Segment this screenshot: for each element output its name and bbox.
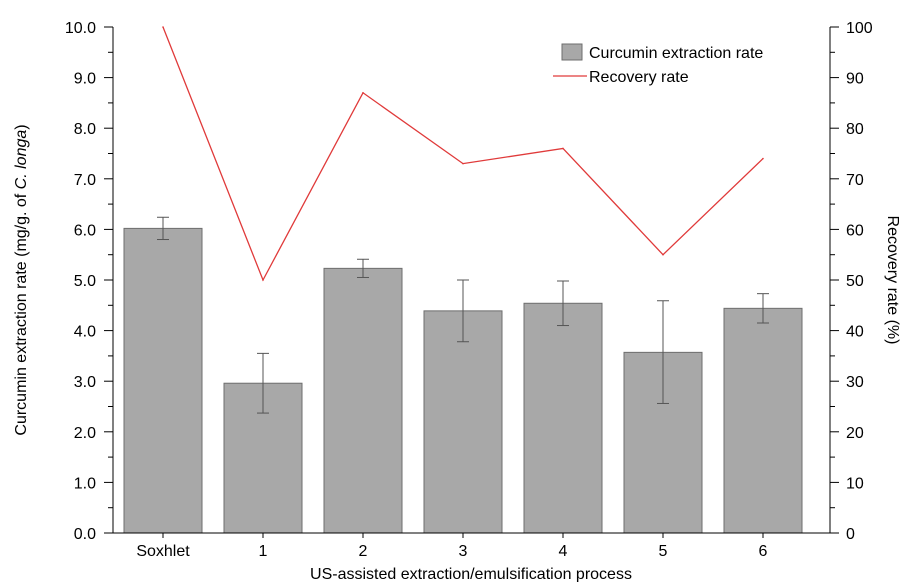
recovery-point-3 bbox=[462, 162, 464, 165]
y-axis-title-species: C. longa bbox=[13, 130, 30, 190]
bar-2 bbox=[323, 267, 403, 534]
x-tick-label-4: 4 bbox=[559, 543, 568, 560]
y-tick-label-8.0: 8.0 bbox=[74, 121, 96, 138]
y2-tick-label-70: 70 bbox=[846, 172, 864, 189]
x-tick-label-1: 1 bbox=[259, 543, 268, 560]
legend-label-recovery: Recovery rate bbox=[589, 69, 689, 86]
y2-tick-label-100: 100 bbox=[846, 20, 873, 37]
y-tick-label-3.0: 3.0 bbox=[74, 374, 96, 391]
bar-Soxhlet bbox=[123, 227, 203, 534]
x-tick-label-2: 2 bbox=[359, 543, 368, 560]
error-bars-layer bbox=[157, 216, 769, 414]
y2-tick-label-20: 20 bbox=[846, 425, 864, 442]
y2-tick-label-50: 50 bbox=[846, 273, 864, 290]
y2-tick-label-80: 80 bbox=[846, 121, 864, 138]
y-tick-label-10.0: 10.0 bbox=[65, 20, 96, 37]
recovery-point-Soxhlet bbox=[162, 26, 164, 28]
y-axis-title: Curcumin extraction rate (mg/g. of C. lo… bbox=[13, 124, 30, 435]
recovery-line-layer bbox=[162, 26, 764, 282]
y-tick-label-7.0: 7.0 bbox=[74, 172, 96, 189]
x-tick-label-3: 3 bbox=[459, 543, 468, 560]
bars-layer bbox=[123, 227, 803, 534]
bar-3 bbox=[423, 310, 503, 534]
bar-4 bbox=[523, 302, 603, 534]
y2-tick-label-0: 0 bbox=[846, 526, 855, 543]
y-tick-label-6.0: 6.0 bbox=[74, 222, 96, 239]
y-tick-label-9.0: 9.0 bbox=[74, 71, 96, 88]
y2-axis-title: Recovery rate (%) bbox=[884, 216, 901, 345]
y-tick-label-5.0: 5.0 bbox=[74, 273, 96, 290]
x-tick-label-Soxhlet: Soxhlet bbox=[136, 543, 190, 560]
legend-swatch-extraction bbox=[561, 43, 583, 61]
y-axis-title-part-1: Curcumin extraction rate (mg/g. of bbox=[13, 189, 30, 435]
y2-tick-label-30: 30 bbox=[846, 374, 864, 391]
ticks-layer: 0.0 1.0 2.0 3.0 4.0 5.0 6.0 7.0 8.0 9.0 10.0 0 10 20 3… bbox=[65, 20, 873, 560]
y-tick-label-1.0: 1.0 bbox=[74, 475, 96, 492]
bar-6 bbox=[723, 307, 803, 534]
y-axis-title-part-3: ) bbox=[13, 124, 30, 129]
legend: Curcumin extraction rate Recovery rate bbox=[553, 43, 763, 86]
recovery-point-2 bbox=[362, 91, 364, 94]
recovery-point-6 bbox=[762, 157, 764, 160]
x-axis-title: US-assisted extraction/emulsification pr… bbox=[310, 566, 632, 582]
y2-tick-label-60: 60 bbox=[846, 222, 864, 239]
x-tick-label-6: 6 bbox=[759, 543, 768, 560]
recovery-point-1 bbox=[262, 279, 264, 281]
recovery-point-4 bbox=[562, 147, 564, 150]
y-tick-label-2.0: 2.0 bbox=[74, 425, 96, 442]
y-tick-label-0.0: 0.0 bbox=[74, 526, 96, 543]
y2-tick-label-10: 10 bbox=[846, 475, 864, 492]
legend-label-extraction: Curcumin extraction rate bbox=[589, 45, 763, 62]
y2-tick-label-90: 90 bbox=[846, 71, 864, 88]
recovery-rate-line bbox=[162, 26, 764, 282]
recovery-point-5 bbox=[662, 253, 664, 256]
y-tick-label-4.0: 4.0 bbox=[74, 324, 96, 341]
y2-tick-label-40: 40 bbox=[846, 324, 864, 341]
x-tick-label-5: 5 bbox=[659, 543, 668, 560]
